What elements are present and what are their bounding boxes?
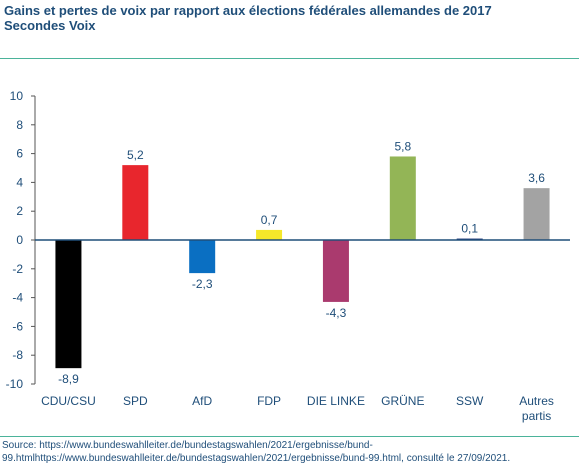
value-label: 3,6 — [528, 171, 545, 185]
x-tick-label: partis — [522, 409, 551, 423]
x-tick-label: GRÜNE — [381, 394, 424, 408]
x-tick-label: SSW — [456, 394, 484, 408]
chart-title: Gains et pertes de voix par rapport aux … — [4, 3, 574, 33]
bar — [256, 229, 283, 240]
y-tick-label: -4 — [12, 291, 23, 305]
source-line-2: 99.htmlhttps://www.bundeswahlleiter.de/b… — [2, 453, 511, 464]
value-label: -2,3 — [192, 277, 213, 291]
source-note: Source: https://www.bundeswahlleiter.de/… — [2, 439, 577, 465]
y-tick-label: 8 — [16, 118, 23, 132]
value-label: 5,2 — [127, 148, 144, 162]
bar — [189, 240, 216, 274]
x-tick-label: DIE LINKE — [307, 394, 365, 408]
y-tick-label: 4 — [16, 175, 23, 189]
value-label: 0,7 — [261, 213, 278, 227]
x-tick-label: CDU/CSU — [41, 394, 96, 408]
title-line-1: Gains et pertes de voix par rapport aux … — [4, 3, 492, 18]
x-tick-label: SPD — [123, 394, 148, 408]
bar — [322, 240, 349, 302]
bar-chart: -10 -8 -6 -4 -2 0 2 4 6 8 10 -8,9 5,2 -2,3 0,7 -4,3 5,8… — [6, 89, 570, 423]
y-axis: -10 -8 -6 -4 -2 0 2 4 6 8 10 — [6, 89, 36, 391]
value-label: 0,1 — [461, 222, 478, 236]
y-tick-label: -10 — [6, 377, 24, 391]
y-tick-label: 10 — [10, 89, 24, 103]
y-tick-label: 6 — [16, 147, 23, 161]
y-tick-label: -6 — [12, 319, 23, 333]
x-tick-label: AfD — [192, 394, 212, 408]
bar — [122, 165, 149, 240]
y-tick-label: -2 — [12, 262, 23, 276]
bar — [55, 240, 82, 369]
x-tick-label: FDP — [257, 394, 281, 408]
y-tick-label: 2 — [16, 204, 23, 218]
value-label: -4,3 — [326, 306, 347, 320]
source-line-1: Source: https://www.bundeswahlleiter.de/… — [2, 440, 373, 451]
y-tick-label: 0 — [16, 233, 23, 247]
y-tick-label: -8 — [12, 348, 23, 362]
bar — [523, 188, 550, 240]
value-label: -8,9 — [58, 372, 79, 386]
bar — [389, 156, 416, 240]
value-label: 5,8 — [394, 139, 411, 153]
title-line-2: Secondes Voix — [4, 18, 96, 33]
x-tick-label: Autres — [519, 394, 554, 408]
bottom-divider — [0, 436, 579, 437]
top-divider — [0, 58, 579, 59]
value-labels: -8,9 5,2 -2,3 0,7 -4,3 5,8 0,1 3,6 — [58, 139, 545, 386]
x-tick-labels: CDU/CSU SPD AfD FDP DIE LINKE GRÜNE SSW Autresp… — [41, 394, 554, 423]
bars — [35, 156, 570, 369]
